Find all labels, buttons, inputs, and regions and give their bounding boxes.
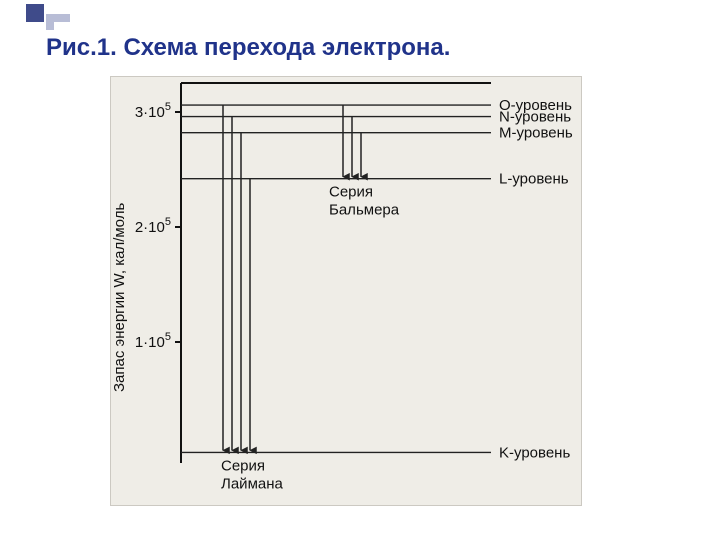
energy-level-label: M-уровень	[499, 125, 573, 142]
series-label: Серия	[329, 184, 373, 201]
deco-square-small	[54, 14, 62, 22]
series-label: Серия	[221, 457, 265, 474]
deco-square-large	[26, 4, 44, 22]
series-label: Лаймана	[221, 475, 284, 492]
deco-square-small	[62, 14, 70, 22]
deco-square-small	[46, 22, 54, 30]
y-axis-label: Запас энергии W, кал/моль	[111, 203, 128, 392]
energy-level-label: K-уровень	[499, 444, 570, 461]
diagram-svg: 1·1052·1053·105O-уровеньN-уровеньM-урове…	[111, 77, 581, 505]
energy-level-diagram: Запас энергии W, кал/моль 1·1052·1053·10…	[110, 76, 582, 506]
deco-square-small	[46, 14, 54, 22]
energy-level-label: L-уровень	[499, 171, 569, 188]
energy-level-label: N-уровень	[499, 109, 571, 126]
series-label: Бальмера	[329, 202, 400, 219]
page-title: Рис.1. Схема перехода электрона.	[46, 34, 450, 62]
